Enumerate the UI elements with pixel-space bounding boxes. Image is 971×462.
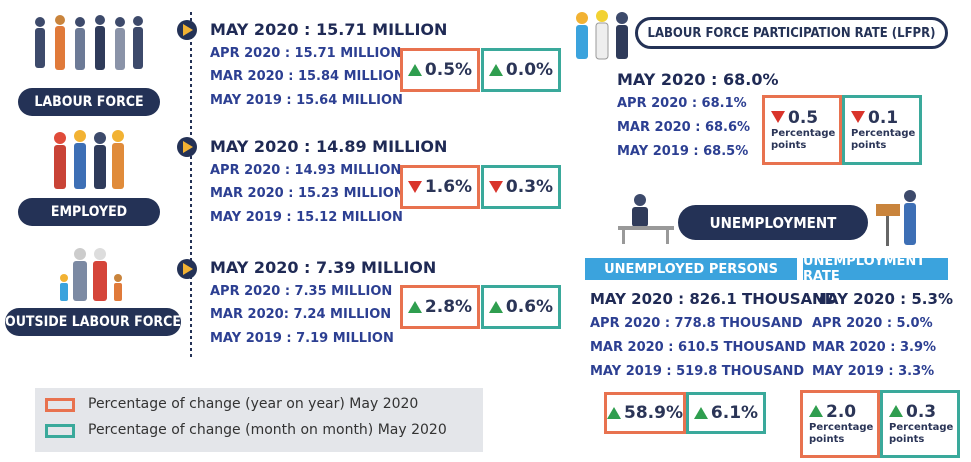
yoy-box: 0.5%: [400, 48, 480, 92]
headline: MAY 2020 : 5.3%: [812, 290, 953, 308]
desk-icon: [618, 194, 674, 244]
data-line: APR 2020 : 15.71 MILLION: [210, 46, 402, 61]
data-line: MAR 2020 : 15.23 MILLION: [210, 186, 405, 201]
mom-box: 0.3%: [481, 165, 561, 209]
legend-swatch: [45, 424, 75, 438]
workers-icon: [54, 130, 124, 189]
data-line: MAR 2020 : 610.5 THOUSAND: [590, 340, 807, 355]
unit: Percentage points: [851, 128, 916, 151]
up-arrow: [488, 64, 503, 76]
mom-box: 0.0%: [481, 48, 561, 92]
data-line: APR 2020 : 14.93 MILLION: [210, 163, 402, 178]
legend-text: Percentage of change (month on month) Ma…: [88, 422, 447, 438]
section-label: EMPLOYED: [18, 198, 160, 226]
data-line: MAY 2019 : 15.64 MILLION: [210, 93, 403, 108]
data-line: APR 2020 : 68.1%: [617, 96, 747, 111]
up-arrow: [407, 64, 422, 76]
up-arrow: [488, 301, 503, 313]
up-arrow: [809, 405, 823, 417]
data-line: MAY 2019 : 3.3%: [812, 364, 935, 379]
data-line: MAY 2019 : 15.12 MILLION: [210, 210, 403, 225]
data-line: MAR 2020: 7.24 MILLION: [210, 307, 392, 322]
legend: [35, 388, 483, 452]
data-line: APR 2020 : 7.35 MILLION: [210, 284, 393, 299]
down-arrow: [407, 181, 422, 193]
crowd-icon: [35, 15, 143, 70]
change-value: 0.1: [868, 108, 899, 128]
up-arrow: [407, 301, 422, 313]
section-label: OUTSIDE LABOUR FORCE: [5, 308, 181, 336]
change-value: 0.6%: [505, 297, 554, 317]
mom-box: 0.6%: [481, 285, 561, 329]
change-value: 0.3: [906, 402, 937, 422]
up-arrow: [607, 407, 621, 419]
family-icon: [60, 248, 122, 301]
lfpr-icon: [576, 10, 628, 60]
section-label: LABOUR FORCE: [18, 88, 160, 116]
legend-swatch: [45, 398, 75, 412]
up-arrow: [889, 405, 903, 417]
sign-icon: [876, 190, 916, 246]
down-arrow: [771, 111, 785, 123]
change-value: 1.6%: [424, 177, 473, 197]
change-value: 0.5: [788, 108, 819, 128]
unit: Percentage points: [889, 422, 954, 445]
change-value: 0.0%: [505, 60, 554, 80]
yoy-box: 58.9%: [604, 392, 686, 434]
change-value: 58.9%: [624, 403, 683, 423]
column-header: UNEMPLOYED PERSONS: [585, 258, 797, 280]
unemployment-title: UNEMPLOYMENT: [678, 205, 868, 240]
up-arrow: [693, 407, 708, 419]
change-value: 6.1%: [710, 403, 759, 423]
change-value: 0.3%: [505, 177, 554, 197]
unit: Percentage points: [809, 422, 874, 445]
yoy-box: 2.0 Percentage points: [800, 390, 880, 458]
mom-box: 0.3 Percentage points: [880, 390, 960, 458]
data-line: MAR 2020 : 3.9%: [812, 340, 937, 355]
data-line: APR 2020 : 778.8 THOUSAND: [590, 316, 803, 331]
headline: MAY 2020 : 826.1 THOUSAND: [590, 290, 838, 308]
data-line: MAY 2019 : 519.8 THOUSAND: [590, 364, 805, 379]
legend-text: Percentage of change (year on year) May …: [88, 396, 419, 412]
change-value: 2.8%: [424, 297, 473, 317]
mom-box: 0.1 Percentage points: [842, 95, 922, 165]
change-value: 0.5%: [424, 60, 473, 80]
unit: Percentage points: [771, 128, 836, 151]
column-header: UNEMPLOYMENT RATE: [803, 254, 948, 284]
data-line: MAR 2020 : 15.84 MILLION: [210, 69, 405, 84]
headline: MAY 2020 : 15.71 MILLION: [210, 20, 448, 39]
down-arrow: [488, 181, 503, 193]
lfpr-title: LABOUR FORCE PARTICIPATION RATE (LFPR): [635, 17, 948, 49]
timeline: [177, 12, 197, 357]
headline: MAY 2020 : 7.39 MILLION: [210, 258, 437, 277]
data-line: APR 2020 : 5.0%: [812, 316, 933, 331]
mom-box: 6.1%: [686, 392, 766, 434]
yoy-box: 1.6%: [400, 165, 480, 209]
data-line: MAR 2020 : 68.6%: [617, 120, 751, 135]
data-line: MAY 2019 : 68.5%: [617, 144, 749, 159]
headline: MAY 2020 : 68.0%: [617, 70, 779, 89]
down-arrow: [851, 111, 865, 123]
yoy-box: 2.8%: [400, 285, 480, 329]
change-value: 2.0: [826, 402, 857, 422]
data-line: MAY 2019 : 7.19 MILLION: [210, 331, 394, 346]
yoy-box: 0.5 Percentage points: [762, 95, 842, 165]
headline: MAY 2020 : 14.89 MILLION: [210, 137, 448, 156]
